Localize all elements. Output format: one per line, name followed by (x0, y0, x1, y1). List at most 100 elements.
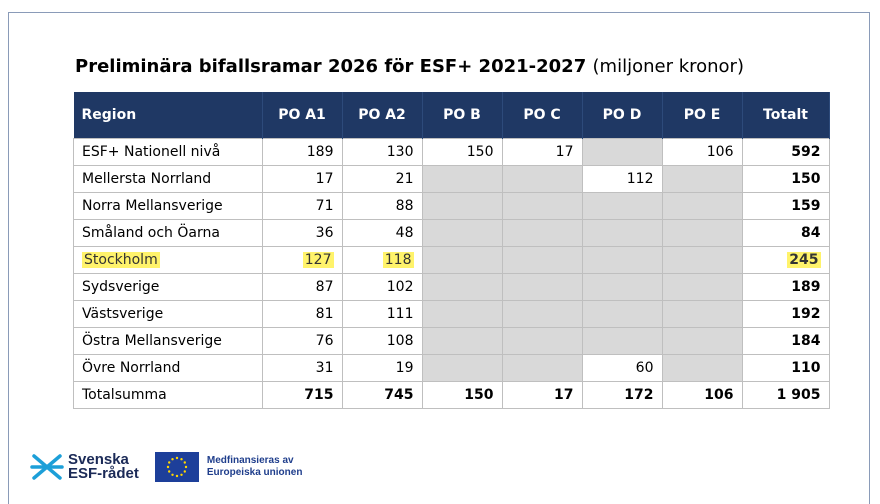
cell: 189 (742, 273, 830, 301)
eu-star (184, 465, 188, 469)
cell-text: 48 (395, 225, 414, 241)
eu-text-line: Medfinansieras av (206, 455, 294, 466)
cell-text: 1 905 (776, 387, 821, 403)
header-cell: Region (73, 92, 263, 139)
cell (502, 354, 583, 382)
cell-text: 88 (395, 198, 414, 214)
cell-text: 127 (302, 252, 334, 268)
cell-text: Totalsumma (82, 387, 167, 403)
data-row: Östra Mellansverige 76 108 184 (73, 327, 830, 355)
cell-text: 189 (791, 279, 821, 295)
cell: Totalsumma (73, 381, 263, 409)
eu-star (167, 470, 171, 473)
cell: 172 (582, 381, 663, 409)
cell (582, 327, 663, 355)
header-cell: PO A1 (262, 92, 343, 139)
cell: 745 (342, 381, 423, 409)
data-row: ESF+ Nationell nivå 189 130 150 17 106 592 (73, 138, 830, 166)
eu-star (167, 461, 171, 464)
cell (422, 354, 503, 382)
esf-logo-text: Svenska ESF-rådet (68, 451, 139, 481)
cell: Östra Mellansverige (73, 327, 263, 355)
cell (662, 300, 743, 328)
cell: 111 (342, 300, 423, 328)
header-row: Region PO A1 PO A2 PO B PO C PO D PO E Totalt (73, 92, 830, 139)
cell: 110 (742, 354, 830, 382)
cell-text: Sydsverige (82, 279, 160, 295)
cell-text: 108 (386, 333, 414, 349)
cell: 150 (422, 138, 503, 166)
logo-text: Svenska (68, 451, 129, 468)
cell: 184 (742, 327, 830, 355)
cell-text: 192 (791, 306, 821, 322)
cell: 130 (342, 138, 423, 166)
cell: Västsverige (73, 300, 263, 328)
esf-logo-icon (30, 454, 64, 480)
data-row: Västsverige 81 111 192 (73, 300, 830, 328)
cell (422, 165, 503, 193)
cell (582, 138, 663, 166)
cell (502, 300, 583, 328)
cell-text: 106 (704, 387, 734, 403)
cell: Övre Norrland (73, 354, 263, 382)
data-row: Stockholm 127 118 245 (73, 246, 830, 274)
cell-text: 21 (395, 171, 414, 187)
cell: ESF+ Nationell nivå (73, 138, 263, 166)
cell: 31 (262, 354, 343, 382)
cell (582, 273, 663, 301)
title: Preliminära bifallsramar 2026 för ESF+ 2… (75, 56, 744, 77)
cell (582, 192, 663, 220)
cell: 17 (502, 138, 583, 166)
cell (662, 219, 743, 247)
cell-text: 84 (801, 225, 821, 241)
cell: Mellersta Norrland (73, 165, 263, 193)
cell-text: 184 (791, 333, 821, 349)
cell-text: 112 (626, 171, 654, 187)
cell: 71 (262, 192, 343, 220)
eu-star (175, 474, 179, 478)
cell: 48 (342, 219, 423, 247)
cell-text: 150 (464, 387, 494, 403)
cell-text: 31 (315, 360, 334, 376)
cell (582, 246, 663, 274)
cell (662, 246, 743, 274)
cell-text: 150 (791, 171, 821, 187)
eu-star (180, 473, 183, 476)
cell (422, 192, 503, 220)
cell-text: Övre Norrland (82, 360, 181, 376)
data-row: Sydsverige 87 102 189 (73, 273, 830, 301)
cell-text: 17 (315, 171, 334, 187)
header-cell: Totalt (742, 92, 830, 139)
total-row: Totalsumma 715 745 150 17 172 106 1 905 (73, 381, 830, 409)
cell-text: ESF+ Nationell nivå (82, 144, 221, 160)
data-row: Småland och Öarna 36 48 84 (73, 219, 830, 247)
cell: 245 (742, 246, 830, 274)
cell-text: Småland och Öarna (82, 225, 220, 241)
header-cell: PO E (662, 92, 743, 139)
cell: 592 (742, 138, 830, 166)
eu-star (175, 456, 179, 460)
cell-text: Östra Mellansverige (82, 333, 222, 349)
cell (662, 273, 743, 301)
cell-text: 36 (315, 225, 334, 241)
title-main: Preliminära bifallsramar 2026 för ESF+ 2… (75, 56, 587, 77)
cell (582, 300, 663, 328)
cell-text: Stockholm (82, 252, 160, 268)
cell (502, 219, 583, 247)
cell: 88 (342, 192, 423, 220)
budget-table: Region PO A1 PO A2 PO B PO C PO D PO E Totalt ES… (73, 92, 830, 409)
cell (422, 327, 503, 355)
title-unit: (miljoner kronor) (592, 56, 744, 77)
eu-star (183, 470, 186, 473)
eu-star (171, 473, 174, 476)
cell-text: 17 (554, 387, 574, 403)
eu-star (166, 465, 170, 469)
cell: 127 (262, 246, 343, 274)
cell-text: 715 (304, 387, 334, 403)
header-cell: PO C (502, 92, 583, 139)
footer: Svenska ESF-rådet Medfinansieras av Europe… (30, 452, 302, 482)
cell (662, 354, 743, 382)
cell-text: 150 (466, 144, 494, 160)
cell-text: 118 (382, 252, 414, 268)
cell (502, 273, 583, 301)
